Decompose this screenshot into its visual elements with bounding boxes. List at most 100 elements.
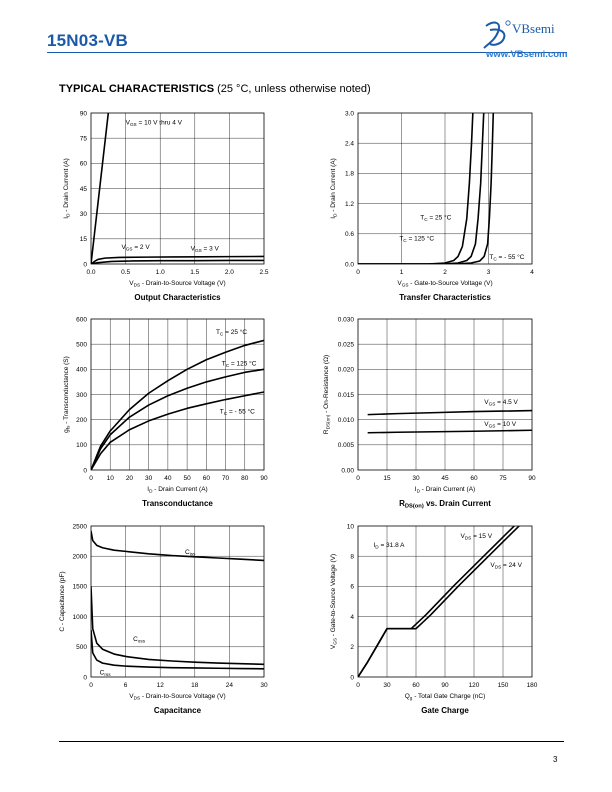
x-tick-label: 2.0 (225, 269, 234, 276)
annotation-label: TC = 25 °C (216, 328, 247, 337)
x-tick-label: 2.5 (259, 269, 268, 276)
annotation-label: VGS = 10 V (484, 421, 517, 429)
x-tick-label: 10 (107, 475, 115, 482)
x-axis-label: VDS - Drain-to-Source Voltage (V) (129, 280, 225, 288)
series-line (91, 530, 264, 562)
series-line (367, 429, 532, 434)
x-axis-label: ID - Drain Current (A) (415, 486, 475, 494)
x-tick-label: 1.0 (156, 269, 165, 276)
chart-title: Transfer Characteristics (399, 293, 491, 302)
y-tick-label: 600 (76, 316, 87, 323)
series-line (358, 526, 516, 677)
annotation-label: TC = - 55 °C (489, 253, 524, 262)
annotation-label: ID = 31.8 A (373, 542, 405, 550)
y-axis-label: C - Capacitance (pF) (59, 571, 66, 631)
section-title-note: (25 °C, unless otherwise noted) (214, 83, 371, 95)
y-tick-label: 0.0 (345, 261, 354, 268)
x-tick-label: 180 (527, 682, 538, 689)
x-tick-label: 6 (124, 682, 128, 689)
y-tick-label: 0 (83, 261, 87, 268)
series-line (367, 409, 532, 416)
annotation-label: TC = 125 °C (399, 234, 434, 243)
y-tick-label: 0 (83, 674, 87, 681)
page-header: 15N03-VB VBsemi www.VBsemi.com (0, 0, 612, 70)
y-tick-label: 0.030 (338, 316, 355, 323)
x-axis-label: VDS - Drain-to-Source Voltage (V) (129, 693, 225, 701)
x-tick-label: 150 (498, 682, 509, 689)
y-tick-label: 2000 (73, 554, 88, 561)
y-tick-label: 4 (350, 614, 354, 621)
series-line (91, 391, 264, 470)
y-tick-label: 100 (76, 442, 87, 449)
series-line (91, 339, 264, 470)
series-line (91, 255, 264, 264)
annotation-label: VGS = 2 V (121, 244, 150, 252)
annotation-label: TC = 25 °C (420, 214, 451, 223)
y-tick-label: 45 (80, 186, 88, 193)
y-tick-label: 10 (347, 523, 355, 530)
x-tick-label: 90 (528, 475, 536, 482)
annotation-label: TC = - 55 °C (220, 407, 255, 416)
x-tick-label: 0.0 (86, 269, 95, 276)
website-link[interactable]: www.VBsemi.com (486, 49, 568, 60)
chart-transconductance: 0 10 20 30 40 50 60 70 80 90 0 100 200 300 400 500 600 ID… (63, 316, 268, 508)
y-axis-label: gfs - Transconductance (S) (63, 356, 71, 433)
x-tick-label: 60 (203, 475, 211, 482)
y-tick-label: 0.010 (338, 417, 355, 424)
y-tick-label: 0.020 (338, 367, 355, 374)
part-number: 15N03-VB (47, 31, 128, 50)
chart-transfer: 0 1 2 3 4 0.0 0.6 1.2 1.8 2.4 3.0 VGS - Gate-to-Sou… (330, 110, 534, 302)
y-tick-label: 0 (350, 674, 354, 681)
chart-gatecharge: 0 30 60 90 120 150 180 0 2 4 6 8 10 Qg - Total Gate C… (330, 523, 538, 715)
x-tick-label: 75 (499, 475, 507, 482)
y-tick-label: 0.005 (338, 442, 355, 449)
chart-capacitance: 0 6 12 18 24 30 0 500 1000 1500 2000 2500 VDS - Drai… (59, 523, 268, 715)
x-tick-label: 18 (191, 682, 199, 689)
x-tick-label: 30 (260, 682, 268, 689)
y-tick-label: 2.4 (345, 141, 354, 148)
chart-output: 0.0 0.5 1.0 1.5 2.0 2.5 0 15 30 45 60 75 90 VDS - Dra… (63, 110, 269, 302)
chart-title: Gate Charge (421, 706, 469, 715)
y-tick-label: 0 (83, 467, 87, 474)
y-tick-label: 90 (80, 110, 88, 117)
y-axis-label: RDS(on) - On-Resistance (Ω) (323, 355, 331, 434)
annotation-label: Crss (100, 670, 112, 678)
x-tick-label: 90 (260, 475, 268, 482)
series-line (91, 586, 264, 666)
annotation-label: TC = 125 °C (222, 360, 257, 369)
y-tick-label: 1500 (73, 584, 88, 591)
page-number: 3 (553, 755, 558, 764)
header-rule (47, 52, 567, 53)
y-tick-label: 2500 (73, 523, 88, 530)
series-line (358, 526, 521, 677)
y-tick-label: 30 (80, 211, 88, 218)
x-tick-label: 4 (530, 269, 534, 276)
y-tick-label: 15 (80, 236, 88, 243)
y-tick-label: 400 (76, 367, 87, 374)
x-tick-label: 30 (412, 475, 420, 482)
annotation-label: VGS = 3 V (191, 246, 220, 254)
y-tick-label: 500 (76, 341, 87, 348)
x-tick-label: 15 (383, 475, 391, 482)
chart-rdson: 0 15 30 45 60 75 90 0.00 0.005 0.010 0.015 0.020 0.0… (323, 316, 536, 509)
x-tick-label: 30 (145, 475, 153, 482)
vbsemi-logo-icon (483, 20, 511, 49)
series-line (91, 113, 110, 264)
x-tick-label: 45 (441, 475, 449, 482)
x-tick-label: 24 (226, 682, 234, 689)
x-axis-label: ID - Drain Current (A) (147, 486, 207, 494)
chart-title: Capacitance (154, 706, 202, 715)
chart-title: Output Characteristics (134, 293, 221, 302)
y-axis-label: ID - Drain Current (A) (330, 158, 338, 218)
x-tick-label: 50 (183, 475, 191, 482)
annotation-label: VDS = 15 V (460, 533, 492, 541)
y-tick-label: 2 (350, 644, 354, 651)
x-tick-label: 60 (412, 682, 420, 689)
annotation-label: Coss (133, 636, 146, 644)
x-tick-label: 20 (126, 475, 134, 482)
brand-name: VBsemi (512, 21, 555, 36)
section-title-bold: TYPICAL CHARACTERISTICS (59, 83, 215, 95)
y-tick-label: 500 (76, 644, 87, 651)
y-axis-label: ID - Drain Current (A) (63, 158, 71, 218)
x-tick-label: 120 (469, 682, 480, 689)
